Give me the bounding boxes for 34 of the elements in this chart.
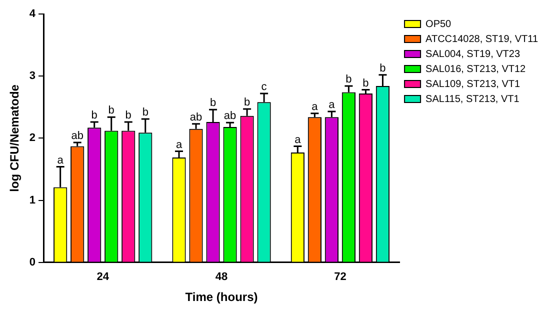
data-label: b xyxy=(91,110,98,122)
data-label: a xyxy=(328,99,336,112)
x-tick-label: 24 xyxy=(96,271,110,284)
data-label: b xyxy=(210,97,216,110)
y-tick-label: 4 xyxy=(29,8,36,20)
data-label: b xyxy=(346,74,352,86)
data-label: a xyxy=(176,138,183,151)
legend-label: SAL109, ST213, VT1 xyxy=(426,78,520,90)
legend-label: SAL016, ST213, VT12 xyxy=(426,64,526,75)
data-label: ab xyxy=(190,111,202,124)
data-label: b xyxy=(244,96,250,109)
data-label: ab xyxy=(71,130,84,142)
x-tick-label: 72 xyxy=(334,271,346,284)
data-label: a xyxy=(57,154,64,166)
data-label: ab xyxy=(224,110,236,122)
legend-label: SAL115, ST213, VT1 xyxy=(426,94,520,105)
legend-label: SAL004, ST19, VT23 xyxy=(426,48,520,60)
data-label: b xyxy=(380,62,386,74)
x-axis-title: Time (hours) xyxy=(185,290,258,304)
data-label: b xyxy=(125,110,132,122)
data-label: b xyxy=(362,77,369,90)
y-tick-label: 1 xyxy=(29,194,36,206)
x-tick-label: 48 xyxy=(215,271,228,284)
y-tick-label: 0 xyxy=(29,256,36,268)
legend-label: ATCC14028, ST19, VT11 xyxy=(426,34,538,45)
legend-label: OP50 xyxy=(426,18,452,30)
data-label: c xyxy=(261,81,268,94)
y-tick-label: 3 xyxy=(29,70,36,82)
data-label: b xyxy=(142,106,148,118)
y-axis-title: log CFU/Nematode xyxy=(8,84,22,192)
data-label: b xyxy=(108,104,114,117)
y-tick-label: 2 xyxy=(29,132,36,144)
data-label: a xyxy=(312,100,319,113)
data-label: a xyxy=(294,134,302,146)
